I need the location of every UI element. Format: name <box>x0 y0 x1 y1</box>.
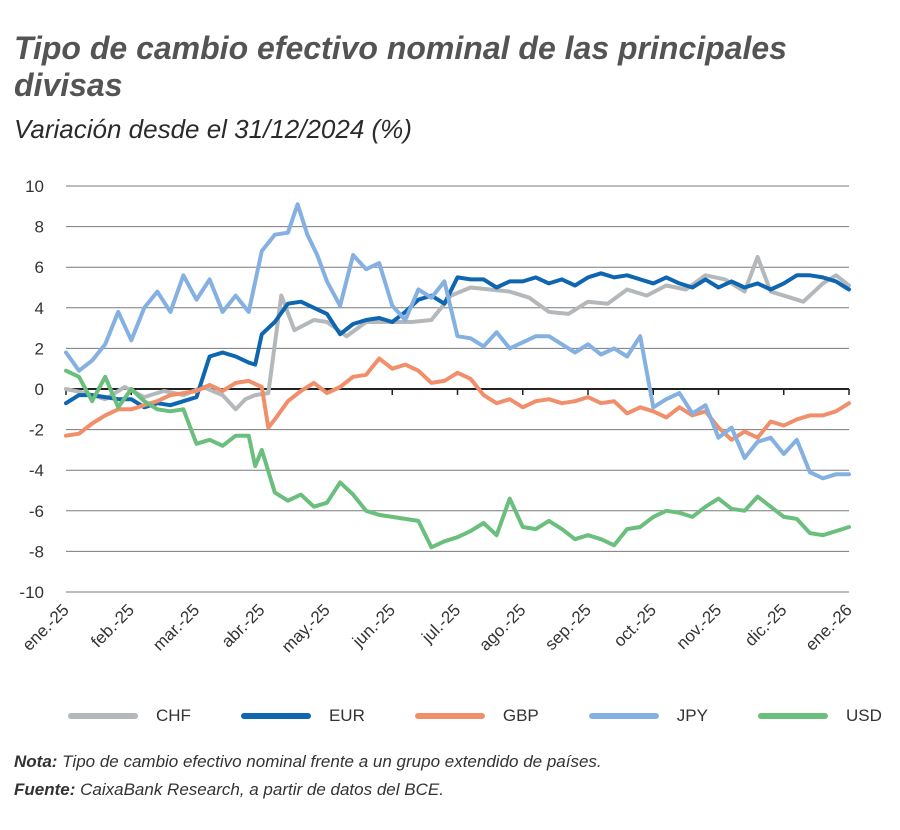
x-tick-label: ene.-25 <box>19 600 73 654</box>
series-line-jpy <box>64 202 851 481</box>
note-text: Tipo de cambio efectivo nominal frente a… <box>57 752 602 771</box>
x-tick-label: oct.-25 <box>610 600 660 650</box>
legend-label: USD <box>845 706 882 725</box>
legend-item-eur: EUR <box>240 706 365 726</box>
note-label: Nota: <box>14 752 58 771</box>
y-tick-label: -10 <box>19 583 44 602</box>
legend-swatch <box>414 713 485 719</box>
y-tick-label: 2 <box>35 339 44 358</box>
gridlines <box>66 185 849 593</box>
series-line-chf <box>64 255 851 412</box>
x-tick-label: mar.-25 <box>149 600 203 654</box>
y-tick-label: -2 <box>29 421 44 440</box>
legend-item-jpy: JPY <box>588 706 708 726</box>
x-tick-label: jun.-25 <box>348 600 399 651</box>
legend-label: JPY <box>676 706 708 725</box>
legend-label: CHF <box>156 706 191 725</box>
legend-swatch <box>588 713 659 719</box>
x-tick-label: nov.-25 <box>673 600 726 653</box>
y-tick-label: 8 <box>35 218 44 237</box>
legend-item-usd: USD <box>757 706 882 726</box>
x-tick-label: sep.-25 <box>541 600 595 654</box>
legend-label: EUR <box>328 706 365 725</box>
x-tick-label: jul.-25 <box>417 600 464 647</box>
series-line-usd <box>64 368 851 550</box>
legend-label: GBP <box>502 706 539 725</box>
footnote-source: Fuente: CaixaBank Research, a partir de … <box>14 780 444 800</box>
series-line-gbp <box>64 356 851 442</box>
legend: CHF EUR GBP JPY USD <box>68 706 900 726</box>
source-label: Fuente: <box>14 780 76 799</box>
legend-swatch <box>240 713 311 719</box>
y-tick-label: 0 <box>35 380 44 399</box>
legend-item-chf: CHF <box>68 706 191 726</box>
legend-swatch <box>757 713 828 719</box>
x-axis-ticks: ene.-25 feb.-25 mar.-25 abr.-25 may.-25 jun.-… <box>19 600 856 656</box>
x-tick-label: ago.-25 <box>475 600 529 654</box>
y-tick-label: 10 <box>25 177 44 196</box>
y-tick-label: -6 <box>29 502 44 521</box>
footnote-note: Nota: Tipo de cambio efectivo nominal fr… <box>14 752 602 772</box>
line-chart: 10 8 6 4 2 0 -2 -4 -6 -8 -10 ene.-25 feb.-25 mar.-25… <box>19 177 856 656</box>
series-lines <box>64 202 851 550</box>
x-tick-label: abr.-25 <box>218 600 269 651</box>
y-tick-label: 4 <box>35 299 44 318</box>
x-tick-label: dic.-25 <box>741 600 791 650</box>
chart-subtitle: Variación desde el 31/12/2024 (%) <box>14 114 412 144</box>
x-tick-label: may.-25 <box>278 600 334 656</box>
x-tick-label: feb.-25 <box>87 600 138 651</box>
y-axis-ticks: 10 8 6 4 2 0 -2 -4 -6 -8 -10 <box>19 177 44 602</box>
y-tick-label: -8 <box>29 542 44 561</box>
y-tick-label: -4 <box>29 461 44 480</box>
chart-title: Tipo de cambio efectivo nominal de las p… <box>14 30 787 103</box>
legend-swatch <box>68 713 138 719</box>
source-text: CaixaBank Research, a partir de datos de… <box>75 780 444 799</box>
x-tick-label: ene.-26 <box>802 600 856 654</box>
y-tick-label: 6 <box>35 258 44 277</box>
legend-item-gbp: GBP <box>414 706 539 726</box>
